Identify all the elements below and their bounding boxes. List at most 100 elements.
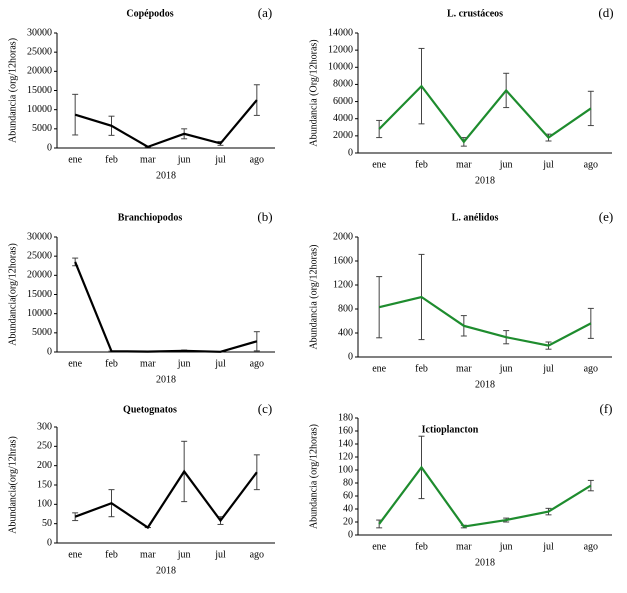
y-tick-label: 0 xyxy=(47,537,52,548)
y-tick-label: 60 xyxy=(343,490,353,501)
y-tick-label: 150 xyxy=(37,479,52,490)
y-tick-label: 1600 xyxy=(333,255,353,266)
x-tick-label: feb xyxy=(105,358,118,369)
x-tick-label: jul xyxy=(214,358,226,369)
y-tick-label: 6000 xyxy=(333,96,353,107)
y-tick-label: 800 xyxy=(338,303,353,314)
chart-title: Branchiopodos xyxy=(118,212,183,223)
x-tick-label: feb xyxy=(105,549,118,560)
y-tick-label: 15000 xyxy=(27,289,52,300)
y-tick-label: 0 xyxy=(348,529,353,540)
x-tick-label: mar xyxy=(140,549,156,560)
chart-title: Quetognatos xyxy=(123,404,177,415)
x-tick-label: ago xyxy=(250,154,264,165)
x-axis-label: 2018 xyxy=(156,374,176,385)
y-tick-label: 2000 xyxy=(333,231,353,242)
panel-letter: (a) xyxy=(258,5,272,20)
x-tick-label: ene xyxy=(68,154,82,165)
y-tick-label: 2000 xyxy=(333,130,353,141)
y-axis-label: Abundancia(org/12horas) xyxy=(7,243,18,346)
x-tick-label: ene xyxy=(68,358,82,369)
chart-title: Ictioplancton xyxy=(422,424,479,435)
y-tick-label: 5000 xyxy=(32,327,52,338)
y-tick-label: 0 xyxy=(348,147,353,158)
x-tick-label: ago xyxy=(584,159,598,170)
y-axis-label: Abundancia (org/12horas) xyxy=(308,244,319,349)
y-tick-label: 50 xyxy=(42,518,52,529)
x-axis-label: 2018 xyxy=(475,557,495,568)
y-tick-label: 20000 xyxy=(27,66,52,77)
x-tick-label: feb xyxy=(415,159,428,170)
x-tick-label: ene xyxy=(372,159,386,170)
chart-title: L. crustáceos xyxy=(447,8,503,19)
y-tick-label: 400 xyxy=(338,327,353,338)
x-tick-label: mar xyxy=(140,358,156,369)
x-tick-label: mar xyxy=(140,154,156,165)
x-tick-label: ago xyxy=(250,358,264,369)
y-tick-label: 160 xyxy=(338,425,353,436)
chart-title: Copépodos xyxy=(126,8,173,19)
chart-title: L. anélidos xyxy=(452,212,499,223)
y-tick-label: 80 xyxy=(343,477,353,488)
panel-letter: (d) xyxy=(598,5,613,20)
x-tick-label: jun xyxy=(177,154,191,165)
y-axis-label: Abundancia(org/12hras) xyxy=(7,436,18,534)
y-tick-label: 200 xyxy=(37,460,52,471)
y-tick-label: 30000 xyxy=(27,231,52,242)
y-tick-label: 0 xyxy=(47,346,52,357)
y-tick-label: 10000 xyxy=(328,62,353,73)
x-tick-label: ago xyxy=(584,363,598,374)
x-tick-label: mar xyxy=(456,363,472,374)
x-tick-label: mar xyxy=(456,159,472,170)
x-tick-label: ene xyxy=(372,363,386,374)
y-tick-label: 250 xyxy=(37,441,52,452)
panel-letter: (e) xyxy=(599,209,613,224)
x-axis-label: 2018 xyxy=(156,170,176,181)
data-line xyxy=(74,261,258,353)
y-axis-label: Abundancia (org/12horas) xyxy=(7,38,18,143)
x-tick-label: mar xyxy=(456,541,472,552)
data-line xyxy=(378,465,592,528)
y-axis-label: Abundancia (org/12horas) xyxy=(308,424,319,529)
x-tick-label: jul xyxy=(542,541,554,552)
y-tick-label: 14000 xyxy=(328,27,353,38)
y-tick-label: 12000 xyxy=(328,44,353,55)
y-tick-label: 5000 xyxy=(32,123,52,134)
y-tick-label: 300 xyxy=(37,421,52,432)
x-tick-label: ago xyxy=(250,549,264,560)
x-axis-label: 2018 xyxy=(156,565,176,576)
y-tick-label: 20 xyxy=(343,516,353,527)
y-tick-label: 140 xyxy=(338,438,353,449)
x-tick-label: ene xyxy=(68,549,82,560)
panel-letter: (c) xyxy=(258,401,272,416)
data-line xyxy=(378,295,592,347)
x-tick-label: jun xyxy=(177,358,191,369)
x-axis-label: 2018 xyxy=(475,175,495,186)
y-tick-label: 30000 xyxy=(27,27,52,38)
panel-letter: (b) xyxy=(257,209,272,224)
y-tick-label: 20000 xyxy=(27,270,52,281)
x-tick-label: feb xyxy=(415,363,428,374)
data-line xyxy=(74,469,258,530)
x-tick-label: ago xyxy=(584,541,598,552)
y-tick-label: 120 xyxy=(338,451,353,462)
y-tick-label: 0 xyxy=(47,142,52,153)
y-tick-label: 10000 xyxy=(27,104,52,115)
x-tick-label: feb xyxy=(105,154,118,165)
x-tick-label: jul xyxy=(542,159,554,170)
y-tick-label: 10000 xyxy=(27,308,52,319)
y-tick-label: 8000 xyxy=(333,79,353,90)
y-tick-label: 100 xyxy=(37,499,52,510)
panel-letter: (f) xyxy=(600,401,613,416)
y-tick-label: 25000 xyxy=(27,46,52,57)
y-tick-label: 1200 xyxy=(333,279,353,290)
y-tick-label: 100 xyxy=(338,464,353,475)
x-tick-label: ene xyxy=(372,541,386,552)
x-tick-label: jul xyxy=(214,549,226,560)
y-tick-label: 40 xyxy=(343,503,353,514)
x-tick-label: feb xyxy=(415,541,428,552)
data-line xyxy=(74,99,258,149)
y-tick-label: 25000 xyxy=(27,250,52,261)
x-axis-label: 2018 xyxy=(475,379,495,390)
